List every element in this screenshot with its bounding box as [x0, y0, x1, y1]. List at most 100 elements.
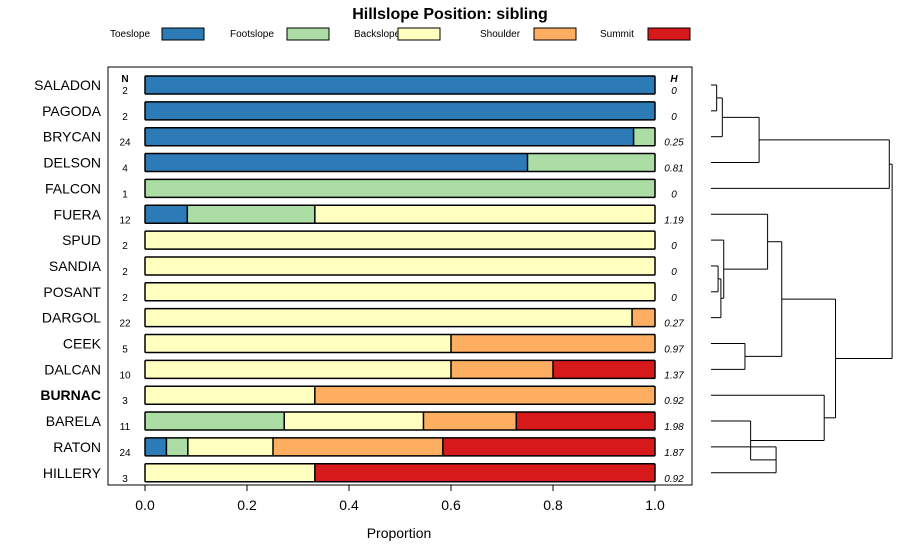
h-value-fuera: 1.19	[664, 215, 684, 226]
bar-segment-delson-footslope	[527, 153, 655, 172]
x-tick-label-5: 1.0	[645, 497, 665, 513]
h-value-ceek: 0.97	[664, 345, 684, 356]
n-value-pagoda: 2	[122, 112, 128, 123]
n-value-sandia: 2	[122, 267, 128, 278]
bar-segment-delson-toeslope	[145, 153, 528, 172]
n-value-falcon: 1	[122, 189, 128, 200]
h-value-hillery: 0.92	[664, 474, 684, 485]
row-label-ceek: CEEK	[63, 336, 102, 352]
row-label-pagoda: PAGODA	[42, 103, 102, 119]
bar-outline-barela	[144, 411, 656, 431]
row-label-brycan: BRYCAN	[43, 129, 101, 145]
row-label-falcon: FALCON	[45, 180, 101, 196]
n-value-saladon: 2	[122, 86, 128, 97]
bar-segment-dalcan-backslope	[145, 360, 451, 379]
bar-segment-hillery-summit	[314, 463, 655, 482]
h-value-delson: 0.81	[664, 164, 683, 175]
row-label-spud: SPUD	[62, 232, 101, 248]
chart-title: Hillslope Position: sibling	[352, 6, 548, 23]
row-label-raton: RATON	[53, 439, 101, 455]
n-value-dargol: 22	[119, 319, 131, 330]
bar-segment-fuera-footslope	[187, 205, 315, 224]
row-label-saladon: SALADON	[34, 77, 101, 93]
bar-segment-barela-summit	[516, 412, 655, 431]
bar-segment-raton-footslope	[166, 437, 188, 456]
n-value-spud: 2	[122, 241, 128, 252]
n-value-brycan: 24	[119, 138, 131, 149]
bar-outline-fuera	[144, 204, 656, 224]
bar-outline-brycan	[144, 126, 656, 147]
bar-segment-dargol-shoulder	[632, 308, 655, 327]
legend-label-footslope: Footslope	[230, 29, 274, 40]
bar-outline-saladon	[144, 75, 656, 95]
bar-segment-raton-backslope	[187, 437, 274, 456]
x-axis-label: Proportion	[367, 525, 432, 541]
row-label-hillery: HILLERY	[43, 465, 102, 481]
legend-swatch-backslope	[397, 27, 441, 41]
bar-segment-burnac-backslope	[145, 386, 315, 405]
dendrogram	[711, 84, 893, 474]
bar-outline-delson	[144, 152, 656, 173]
bar-outline-dargol	[144, 307, 656, 328]
bar-segment-posant-backslope	[145, 282, 655, 301]
legend-swatch-footslope	[286, 27, 330, 41]
x-axis: 0.0 0.2 0.4 0.6 0.8 1.0	[135, 485, 665, 513]
h-value-saladon: 0	[671, 86, 677, 97]
bar-segment-ceek-shoulder	[451, 334, 655, 353]
h-value-barela: 1.98	[664, 422, 684, 433]
legend-swatch-toeslope	[161, 27, 205, 41]
x-tick-label-3: 0.6	[441, 497, 461, 513]
x-tick-label-4: 0.8	[543, 497, 563, 513]
bar-segment-falcon-footslope	[145, 179, 655, 198]
row-label-barela: BARELA	[46, 413, 102, 429]
legend: Toeslope Footslope Backslope Shoulder Summit	[110, 27, 691, 41]
bar-segment-dalcan-shoulder	[451, 360, 553, 379]
bar-outline-burnac	[144, 385, 656, 405]
h-value-spud: 0	[671, 241, 677, 252]
n-value-hillery: 3	[122, 474, 128, 485]
row-label-posant: POSANT	[43, 284, 101, 300]
bar-outline-posant	[144, 282, 656, 302]
legend-label-toeslope: Toeslope	[110, 29, 150, 40]
row-label-sandia: SANDIA	[49, 258, 102, 274]
bar-segment-brycan-footslope	[633, 127, 655, 146]
row-label-fuera: FUERA	[54, 206, 102, 222]
n-value-burnac: 3	[122, 396, 128, 407]
bar-segment-barela-backslope	[284, 412, 424, 431]
n-value-delson: 4	[122, 164, 128, 175]
stacked-bars	[144, 75, 656, 483]
bar-outline-ceek	[144, 333, 656, 354]
bar-outline-hillery	[144, 463, 656, 483]
plot-frame	[107, 66, 693, 486]
h-value-falcon: 0	[671, 189, 677, 200]
h-value-burnac: 0.92	[664, 396, 684, 407]
bar-segment-barela-shoulder	[423, 412, 517, 431]
bar-segment-raton-toeslope	[145, 437, 167, 456]
bar-segment-dalcan-summit	[553, 360, 655, 379]
bar-outline-spud	[144, 230, 656, 250]
bar-segment-sandia-backslope	[145, 256, 655, 275]
bar-segment-raton-summit	[442, 437, 655, 456]
row-labels: SALADON 2 0 PAGODA 2 0 BRYCAN 24 0.25 DELSON 4 0.81…	[34, 77, 684, 485]
bar-segment-spud-backslope	[145, 231, 655, 250]
bar-segment-fuera-toeslope	[145, 205, 188, 224]
legend-label-summit: Summit	[600, 29, 634, 40]
bar-segment-saladon-toeslope	[145, 76, 655, 94]
bar-segment-barela-footslope	[145, 412, 285, 431]
row-label-delson: DELSON	[43, 155, 101, 171]
legend-swatch-summit	[647, 27, 691, 41]
bar-segment-raton-shoulder	[273, 437, 443, 456]
h-value-pagoda: 0	[671, 112, 677, 123]
bar-segment-fuera-backslope	[314, 205, 655, 224]
h-value-dalcan: 1.37	[664, 370, 684, 381]
bar-outline-sandia	[144, 256, 656, 276]
h-value-posant: 0	[671, 293, 677, 304]
h-value-brycan: 0.25	[664, 138, 684, 149]
x-tick-label-1: 0.2	[237, 497, 257, 513]
bar-segment-ceek-backslope	[145, 334, 451, 353]
h-column-header: H	[670, 74, 678, 85]
n-value-raton: 24	[119, 448, 131, 459]
bar-segment-hillery-backslope	[145, 463, 315, 482]
legend-swatch-shoulder	[533, 27, 577, 41]
row-label-dalcan: DALCAN	[44, 361, 101, 377]
